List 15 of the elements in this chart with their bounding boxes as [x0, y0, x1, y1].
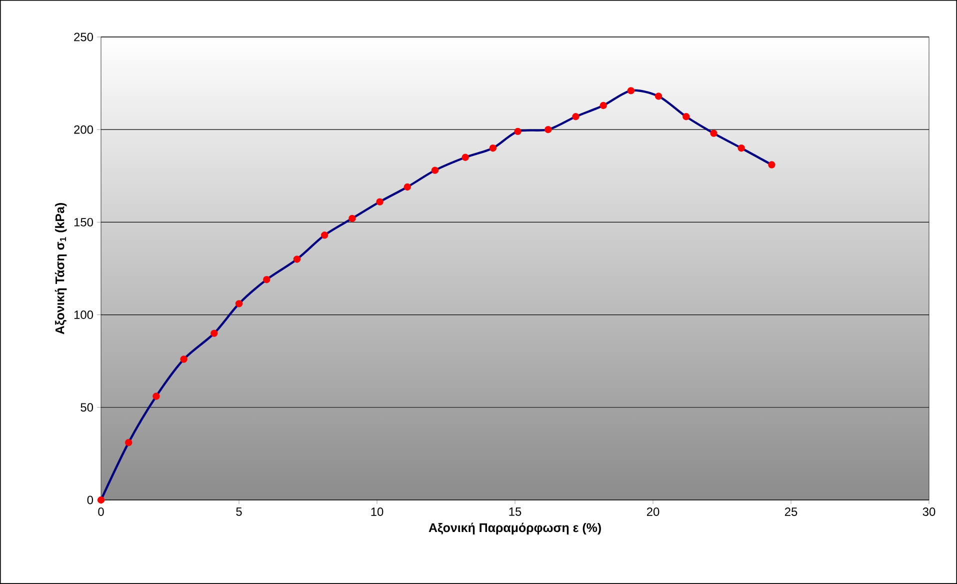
x-tick-label: 20	[646, 508, 660, 516]
y-tick-label: 50	[80, 403, 94, 412]
x-axis-title: Αξονική Παραμόρφωση ε (%)	[428, 522, 601, 535]
y-tick-label: 200	[74, 125, 94, 134]
y-axis-title: Αξονική Τάση σ$_{1}$ (kPa)	[54, 203, 67, 334]
x-tick-label: 0	[98, 508, 104, 516]
x-tick-label: 15	[509, 508, 522, 516]
y-tick-label: 250	[74, 32, 94, 42]
x-tick-label: 25	[784, 508, 798, 516]
y-tick-label: 100	[74, 310, 94, 320]
x-tick-label: 10	[371, 508, 384, 516]
y-tick-label: 150	[74, 218, 94, 226]
x-tick-label: 30	[922, 508, 936, 516]
y-tick-label: 0	[87, 496, 94, 504]
x-tick-label: 5	[236, 508, 242, 516]
